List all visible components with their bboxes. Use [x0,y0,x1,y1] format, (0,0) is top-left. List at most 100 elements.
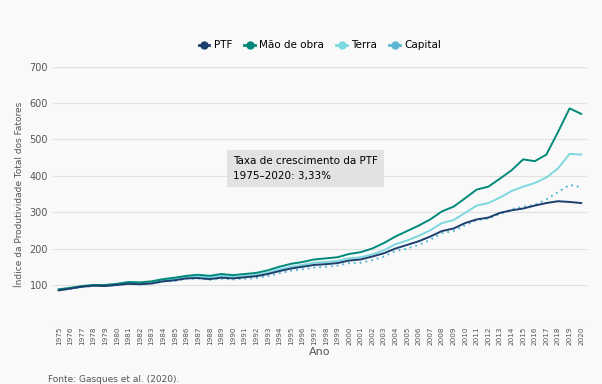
Terra [311,260,318,265]
PTF [125,281,132,286]
Terra [148,280,155,284]
Capital [148,281,155,286]
Terra [264,271,272,275]
PTF [322,262,329,266]
Mão de obra [496,176,503,181]
Mão de obra [194,272,202,277]
Capital [67,286,74,291]
PTF [183,276,190,281]
Mão de obra [368,246,376,251]
Capital [485,217,492,221]
Terra [496,195,503,200]
PTF [229,276,237,281]
Mão de obra [415,223,422,228]
Terra [462,210,469,215]
Capital [346,261,353,265]
Terra [380,248,388,253]
PTF [252,274,259,278]
Mão de obra [392,234,399,239]
Mão de obra [520,157,527,162]
PTF [566,200,573,204]
Mão de obra [148,279,155,284]
Capital [462,223,469,228]
Capital [392,249,399,253]
X-axis label: Ano: Ano [309,348,330,358]
PTF [311,263,318,267]
Mão de obra [380,241,388,245]
Capital [508,207,515,212]
Mão de obra [252,271,259,275]
Terra [334,258,341,263]
Terra [252,273,259,277]
PTF [67,286,74,291]
Terra [508,189,515,193]
PTF [485,215,492,220]
Mão de obra [113,281,120,286]
PTF [55,288,63,293]
Mão de obra [78,284,85,288]
Terra [473,203,480,208]
Terra [229,275,237,279]
Capital [194,276,202,281]
PTF [287,266,294,271]
PTF [241,275,248,280]
Terra [554,166,562,171]
Line: Mão de obra: Mão de obra [59,108,581,289]
Terra [241,274,248,278]
Terra [218,273,225,278]
Mão de obra [102,283,109,287]
Mão de obra [427,217,434,222]
PTF [554,199,562,204]
Capital [299,267,306,271]
Mão de obra [90,283,97,287]
Mão de obra [241,272,248,276]
Capital [531,202,538,207]
Terra [543,175,550,180]
Capital [357,260,364,265]
Terra [171,276,178,281]
PTF [462,221,469,225]
Terra [450,218,457,222]
Capital [415,243,422,247]
Mão de obra [438,209,445,214]
Capital [322,265,329,269]
Terra [102,283,109,288]
Capital [473,218,480,222]
Text: Taxa de crescimento da PTF
1975–2020: 3,33%: Taxa de crescimento da PTF 1975–2020: 3,… [233,156,377,181]
PTF [299,265,306,269]
PTF [102,284,109,288]
Terra [67,286,74,291]
Mão de obra [137,280,144,285]
Terra [368,252,376,257]
Mão de obra [450,204,457,209]
Capital [90,284,97,288]
Terra [485,201,492,205]
PTF [113,283,120,287]
Capital [427,237,434,242]
Terra [125,280,132,285]
PTF [508,208,515,213]
Mão de obra [171,275,178,280]
PTF [577,201,585,205]
Capital [264,274,272,278]
Mão de obra [462,196,469,200]
PTF [392,246,399,251]
Capital [218,276,225,281]
Terra [276,267,283,271]
Capital [183,276,190,281]
Mão de obra [403,229,411,233]
PTF [543,201,550,205]
PTF [438,229,445,233]
Capital [496,212,503,216]
Mão de obra [577,112,585,116]
Terra [194,274,202,278]
PTF [403,243,411,247]
Mão de obra [229,273,237,277]
Terra [415,233,422,238]
Mão de obra [508,168,515,172]
Capital [334,263,341,268]
PTF [334,261,341,265]
PTF [531,203,538,208]
Mão de obra [299,260,306,264]
PTF [206,277,213,281]
